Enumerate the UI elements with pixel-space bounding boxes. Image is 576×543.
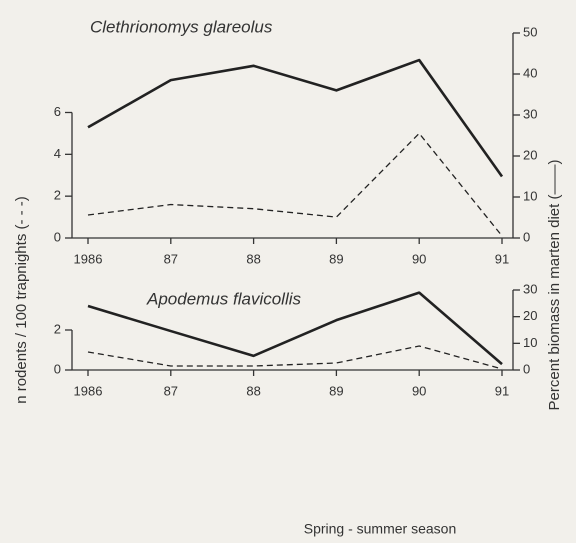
- x-tick-label: 88: [246, 383, 260, 398]
- y-tick-label: 0: [54, 361, 61, 376]
- x-tick-label: 90: [412, 383, 426, 398]
- x-tick-label: 1986: [74, 251, 103, 266]
- y2-tick-label: 20: [523, 147, 537, 162]
- y2-tick-label: 10: [523, 188, 537, 203]
- y-axis-label: n rodents / 100 trapnights (- - -): [13, 196, 30, 404]
- y2-tick-label: 20: [523, 308, 537, 323]
- y-tick-label: 0: [54, 229, 61, 244]
- panel-title: Apodemus flavicollis: [146, 289, 302, 308]
- solid-line: [87, 58, 504, 178]
- x-tick-label: 1986: [74, 383, 103, 398]
- x-tick-label: 91: [495, 383, 509, 398]
- x-tick-label: 90: [412, 251, 426, 266]
- solid-line: [87, 291, 503, 366]
- y2-tick-label: 30: [523, 281, 537, 296]
- y2-tick-label: 40: [523, 65, 537, 80]
- y-tick-label: 2: [54, 321, 61, 336]
- y2-tick-label: 0: [523, 229, 530, 244]
- y-tick-label: 6: [54, 104, 61, 119]
- y2-tick-label: 10: [523, 335, 537, 350]
- panel-title: Clethrionomys glareolus: [90, 17, 273, 36]
- x-tick-label: 91: [495, 251, 509, 266]
- x-tick-label: 88: [246, 251, 260, 266]
- y2-axis-label: Percent biomass in marten diet (——): [546, 160, 563, 411]
- y-tick-label: 2: [54, 188, 61, 203]
- y2-tick-label: 0: [523, 361, 530, 376]
- x-tick-label: 89: [329, 251, 343, 266]
- y-tick-label: 4: [54, 146, 61, 161]
- y2-tick-label: 30: [523, 106, 537, 121]
- x-tick-label: 87: [164, 251, 178, 266]
- x-tick-label: 87: [164, 383, 178, 398]
- x-tick-label: 89: [329, 383, 343, 398]
- y2-tick-label: 50: [523, 24, 537, 39]
- x-axis-label: Spring - summer season: [304, 521, 457, 537]
